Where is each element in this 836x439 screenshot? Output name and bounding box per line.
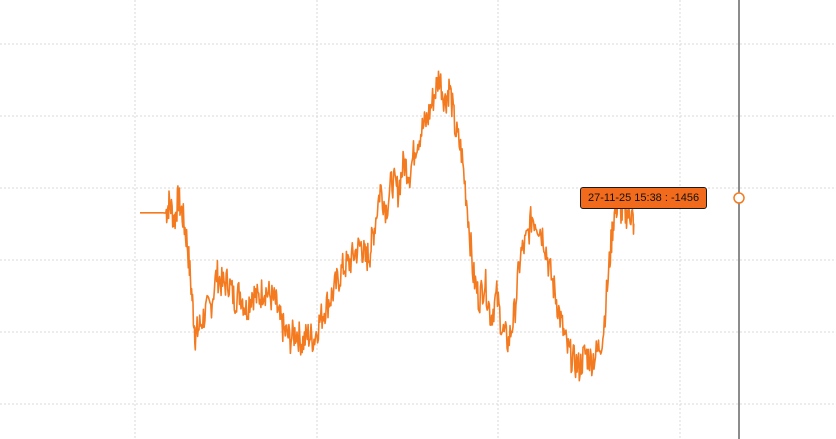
tooltip-separator: : [661, 192, 671, 204]
tooltip-value: -1456 [670, 192, 700, 204]
value-tooltip: 27-11-25 15:38 : -1456 [580, 187, 708, 209]
hover-point-marker[interactable] [733, 192, 745, 204]
series-line-group [140, 70, 635, 382]
series-line [140, 70, 635, 382]
tooltip-date: 27-11-25 15:38 [588, 192, 662, 204]
